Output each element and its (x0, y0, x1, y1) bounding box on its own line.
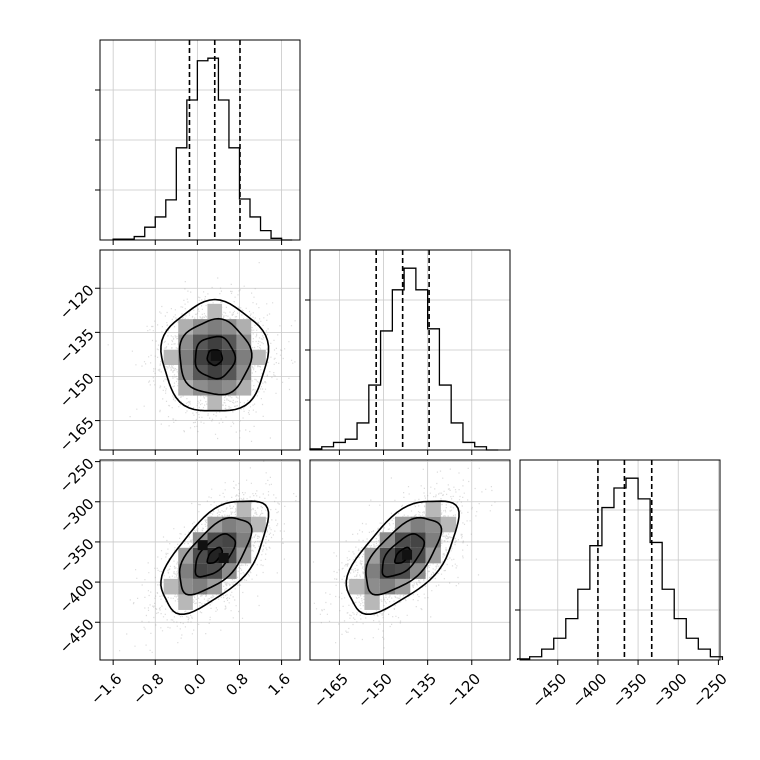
contour-line (381, 533, 426, 578)
density-cell (163, 578, 179, 595)
density-cell (207, 395, 223, 411)
density-cell (163, 349, 179, 365)
density-cell (222, 319, 237, 335)
y-tick-label: −300 (56, 495, 98, 537)
contour-line (160, 500, 270, 615)
histogram-step-line (309, 267, 499, 451)
contour-line (194, 335, 237, 380)
histogram-step-line (112, 57, 293, 241)
density-cell (207, 303, 223, 320)
x-tick-label: −300 (649, 670, 691, 712)
x-tick-label: −450 (528, 670, 570, 712)
y-tick-label: −400 (56, 575, 98, 617)
contour-line (345, 500, 460, 615)
x-tick-label: −0.8 (129, 670, 167, 708)
density-cell (178, 578, 193, 595)
contour-line (365, 516, 443, 596)
y-tick-label: −165 (56, 414, 98, 456)
density-cell (425, 516, 441, 533)
panel-frame (309, 249, 511, 451)
density-peak (218, 552, 229, 563)
contour-line (160, 298, 270, 412)
density-cell (379, 532, 396, 548)
density-cell (222, 334, 237, 350)
y-tick-label: −450 (56, 615, 98, 657)
density-cell (178, 380, 193, 396)
density-cell (207, 364, 223, 381)
density-cell (364, 594, 380, 610)
contour-line (194, 533, 237, 578)
density-cell (222, 364, 237, 381)
density-cell (364, 563, 380, 579)
y-tick-label: −135 (56, 325, 98, 367)
x-tick-label: 0.8 (222, 670, 252, 700)
panel-frame (99, 459, 301, 661)
x-tick-label: 0.0 (180, 670, 210, 700)
density-peak (402, 549, 413, 560)
contour-line (206, 546, 224, 564)
x-tick-label: −400 (569, 670, 611, 712)
scatter-panel-0-2 (95, 459, 301, 665)
x-tick-label: −150 (354, 670, 396, 712)
density-cell (236, 319, 252, 335)
density-cell (222, 563, 237, 579)
density-cell (410, 532, 426, 548)
panel-frame (519, 459, 721, 661)
x-tick-label: −165 (310, 670, 352, 712)
density-cell (222, 349, 237, 365)
density-peak (197, 540, 208, 551)
density-cell (236, 516, 252, 533)
x-tick-label: 1.6 (264, 670, 294, 700)
density-cell (251, 349, 266, 365)
histogram-panel-2 (305, 249, 511, 455)
density-cell (222, 516, 237, 533)
x-tick-label: −135 (398, 670, 440, 712)
density-cell (222, 532, 237, 548)
panel-frame (309, 459, 511, 661)
histogram-panel-3 (515, 459, 724, 665)
density-peak (210, 350, 221, 361)
density-cell (178, 563, 193, 579)
y-tick-label: −250 (56, 455, 98, 497)
density-cell (236, 334, 252, 350)
density-cell (236, 501, 252, 517)
density-cell (251, 516, 266, 533)
y-tick-label: −120 (56, 281, 98, 323)
contour-line (178, 516, 253, 596)
density-cell (410, 516, 426, 533)
density-cell (178, 594, 193, 610)
contour-line (206, 349, 224, 367)
y-tick-label: −150 (56, 369, 98, 411)
x-tick-label: −120 (442, 670, 484, 712)
x-tick-label: −250 (689, 670, 731, 712)
scatter-panel-0-1 (95, 249, 301, 455)
density-cell (349, 578, 365, 595)
panel-frame (99, 39, 301, 241)
scatter-points (119, 460, 297, 653)
density-cell (440, 516, 457, 533)
density-cell (178, 349, 193, 365)
density-cell (207, 380, 223, 396)
histogram-panel-1 (95, 39, 301, 245)
contour-line (178, 317, 253, 396)
panel-frame (99, 249, 301, 451)
density-cell (410, 563, 426, 579)
x-tick-label: −1.6 (87, 670, 125, 708)
density-cell (425, 501, 441, 517)
density-cell (236, 349, 252, 365)
x-tick-label: −350 (609, 670, 651, 712)
y-tick-label: −350 (56, 535, 98, 577)
scatter-panel-1-2 (309, 459, 511, 665)
density-cell (207, 319, 223, 335)
histogram-step-line (516, 477, 724, 660)
